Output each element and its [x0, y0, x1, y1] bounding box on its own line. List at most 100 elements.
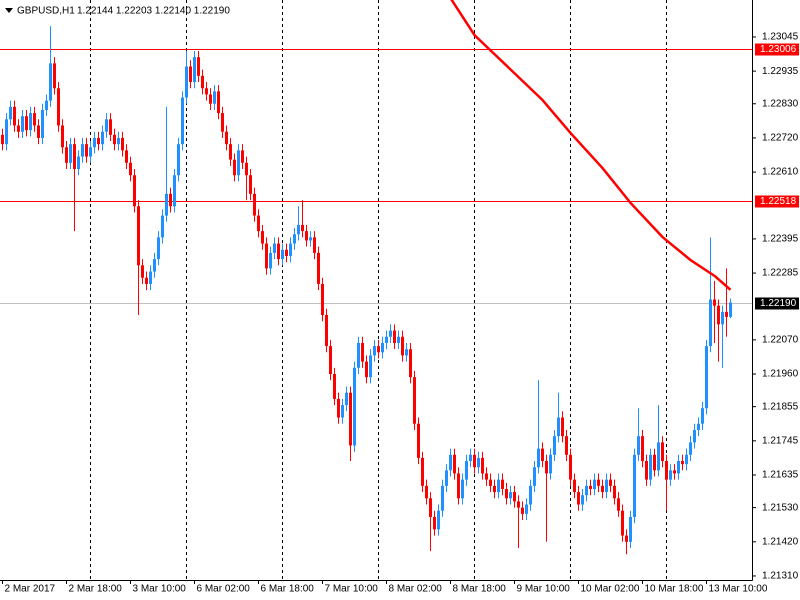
candle-body: [309, 237, 312, 241]
candle-body: [149, 271, 152, 284]
candle-body: [233, 159, 236, 176]
candle-body: [685, 454, 688, 465]
candle-body: [321, 283, 324, 316]
candle-body: [413, 377, 416, 424]
candles: [1, 26, 732, 555]
candle-body: [121, 137, 124, 151]
candle-body: [477, 457, 480, 468]
candle-body: [17, 125, 20, 132]
candle-body: [293, 234, 296, 244]
candle-body: [689, 442, 692, 455]
candle-body: [137, 206, 140, 266]
candle-body: [625, 535, 628, 542]
y-tick-label: 1.21530: [762, 502, 799, 513]
candle-body: [381, 342, 384, 353]
candle-body: [473, 454, 476, 468]
candle-body: [185, 66, 188, 98]
y-tick-label: 1.22285: [762, 268, 799, 279]
candle-body: [589, 485, 592, 489]
candle-body: [445, 470, 448, 486]
x-tick-label: 2 Mar 2017: [5, 584, 56, 595]
candle-body: [613, 485, 616, 499]
candle-body: [209, 94, 212, 104]
candle-body: [469, 454, 472, 462]
candle-body: [25, 116, 28, 131]
candle-body: [133, 175, 136, 207]
y-tick-label: 1.21855: [762, 401, 799, 412]
candle-body: [461, 479, 464, 499]
candle-body: [285, 249, 288, 256]
candle-body: [225, 131, 228, 145]
candle-body: [537, 448, 540, 468]
candle-body: [125, 150, 128, 163]
candle-body: [717, 305, 720, 325]
level-label: 1.23006: [760, 44, 797, 55]
candle-body: [513, 492, 516, 502]
candle-body: [637, 436, 640, 455]
candle-body: [61, 125, 64, 148]
candle-body: [217, 91, 220, 114]
candle-body: [53, 63, 56, 89]
candle-body: [529, 485, 532, 505]
candle-body: [113, 134, 116, 145]
candle-body: [481, 457, 484, 474]
candle-body: [417, 423, 420, 458]
candle-body: [257, 215, 260, 232]
candle-body: [621, 510, 624, 536]
candle-body: [437, 510, 440, 530]
y-tick-label: 1.21420: [762, 536, 799, 547]
candle-body: [609, 479, 612, 486]
candle-body: [713, 299, 716, 306]
candle-body: [577, 492, 580, 505]
candle-body: [81, 144, 84, 157]
candle-body: [549, 454, 552, 474]
candle-body: [485, 473, 488, 480]
x-tick-label: 7 Mar 10:00: [325, 584, 379, 595]
candle-body: [85, 144, 88, 157]
candle-body: [29, 113, 32, 131]
candle-body: [649, 454, 652, 480]
candle-body: [517, 501, 520, 508]
candle-body: [573, 479, 576, 493]
candle-body: [337, 398, 340, 418]
menu-arrow[interactable]: [5, 8, 13, 13]
candle-body: [541, 448, 544, 462]
candle-body: [721, 311, 724, 325]
x-tick-label: 6 Mar 02:00: [197, 584, 251, 595]
candle-body: [493, 485, 496, 493]
candle-body: [373, 346, 376, 356]
x-tick-label: 10 Mar 18:00: [645, 584, 704, 595]
candle-body: [73, 144, 76, 169]
candle-body: [13, 106, 16, 126]
candle-body: [705, 346, 708, 409]
candle-body: [289, 243, 292, 256]
candle-body: [265, 243, 268, 269]
candle-body: [37, 125, 40, 138]
candle-body: [581, 495, 584, 505]
y-tick-label: 1.22720: [762, 133, 799, 144]
candle-body: [593, 479, 596, 489]
candle-body: [501, 479, 504, 489]
candle-body: [521, 507, 524, 514]
x-tick-label: 8 Mar 02:00: [389, 584, 443, 595]
x-tick-label: 8 Mar 18:00: [453, 584, 507, 595]
candle-body: [369, 355, 372, 378]
candle-body: [345, 392, 348, 406]
candle-body: [241, 150, 244, 163]
candle-body: [161, 215, 164, 238]
candle-body: [165, 193, 168, 216]
candle-body: [361, 342, 364, 362]
candle-body: [21, 116, 24, 132]
level-tag: [755, 195, 799, 208]
candle-body: [5, 119, 8, 145]
candle-body: [129, 162, 132, 176]
candle-body: [193, 57, 196, 83]
candle-body: [297, 224, 300, 235]
candle-body: [405, 349, 408, 356]
candle-body: [677, 461, 680, 474]
candle-body: [273, 243, 276, 253]
x-tick-label: 3 Mar 10:00: [133, 584, 187, 595]
candle-body: [553, 436, 556, 455]
candle-body: [349, 392, 352, 446]
